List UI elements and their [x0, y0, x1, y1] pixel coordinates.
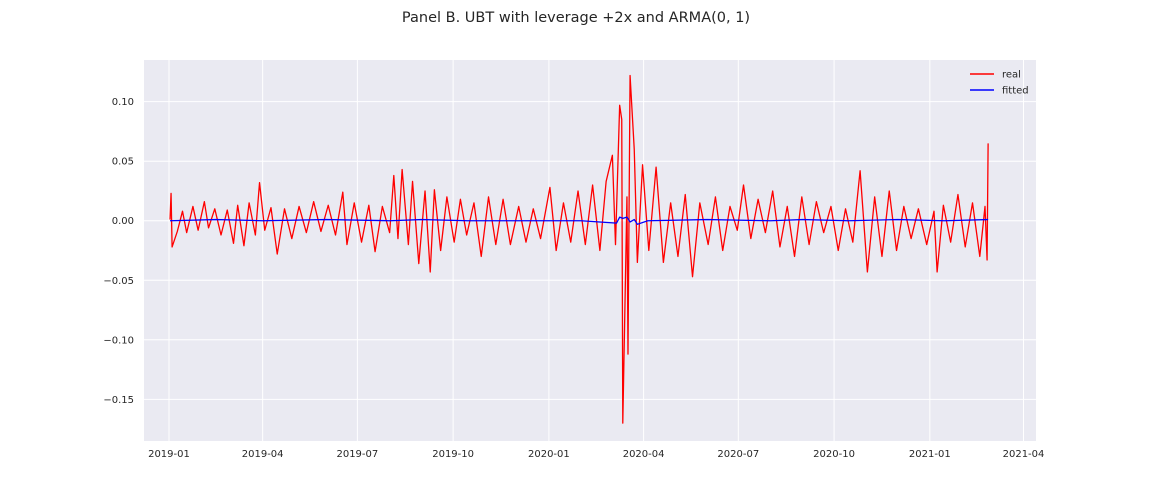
plot-area [144, 60, 1036, 441]
x-tick-label: 2020-10 [813, 449, 855, 460]
x-tick-label: 2019-10 [432, 449, 474, 460]
x-tick-label: 2019-07 [336, 449, 378, 460]
x-tick-label: 2019-01 [148, 449, 190, 460]
series-line-fitted [170, 216, 989, 225]
x-tick-label: 2020-01 [528, 449, 570, 460]
y-tick-label: −0.10 [103, 335, 134, 346]
series-layer [169, 74, 989, 424]
y-tick-label: 0.10 [112, 97, 134, 108]
y-axis: 0.10 0.05 0.00 −0.05 −0.10 −0.15 [103, 97, 134, 406]
legend-label-fitted: fitted [1002, 86, 1029, 97]
x-tick-label: 2020-04 [623, 449, 665, 460]
y-tick-label: 0.05 [112, 157, 134, 168]
x-axis: 2019-01 2019-04 2019-07 2019-10 2020-01 2020-… [148, 449, 1044, 460]
grid [144, 60, 1036, 441]
x-tick-label: 2019-04 [242, 449, 284, 460]
x-tick-label: 2021-01 [909, 449, 951, 460]
y-tick-label: −0.15 [103, 395, 134, 406]
series-line-real [169, 74, 989, 424]
x-tick-label: 2020-07 [717, 449, 759, 460]
legend: real fitted [970, 70, 1029, 97]
y-tick-label: −0.05 [103, 276, 134, 287]
chart-title: Panel B. UBT with leverage +2x and ARMA(… [402, 10, 750, 26]
legend-label-real: real [1002, 70, 1021, 81]
y-tick-label: 0.00 [112, 216, 134, 227]
x-tick-label: 2021-04 [1003, 449, 1045, 460]
